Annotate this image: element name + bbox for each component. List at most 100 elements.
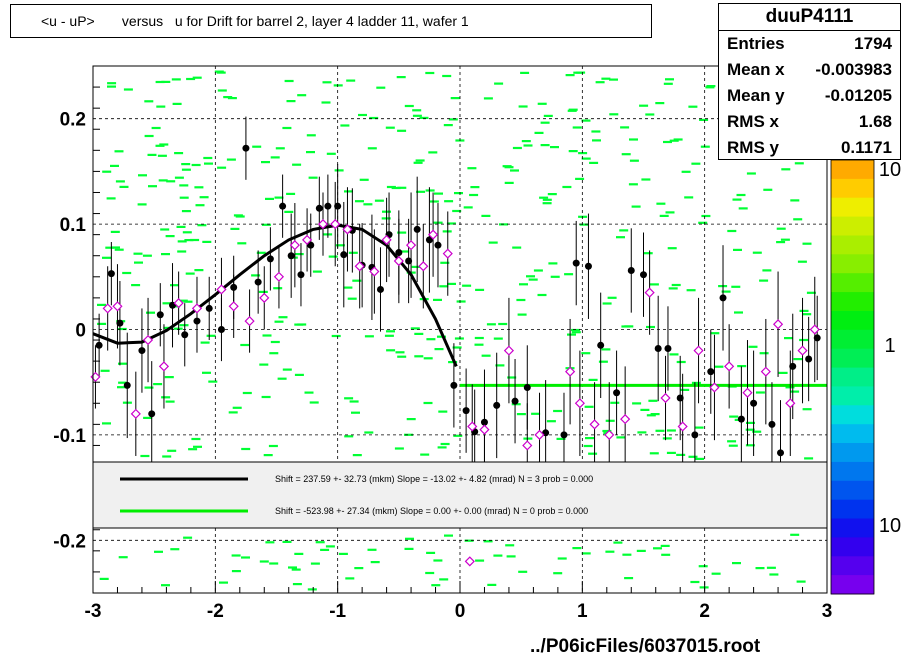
bin-cell — [450, 97, 460, 100]
legend-text-2: Shift = -523.98 +- 27.34 (mkm) Slope = 0… — [275, 506, 588, 516]
palette-cell — [831, 348, 874, 369]
bin-cell — [114, 248, 124, 251]
bin-cell — [643, 252, 653, 255]
palette-cell — [831, 160, 874, 180]
bin-cell — [259, 363, 269, 366]
plot-frame — [92, 65, 828, 594]
bin-cell — [738, 207, 748, 210]
bin-cell — [269, 352, 279, 355]
data-point-open — [289, 240, 300, 251]
data-point-open — [369, 266, 380, 277]
bin-cell — [546, 420, 556, 423]
bin-cell — [294, 323, 304, 326]
bin-cell — [488, 241, 498, 244]
bin-cell — [676, 453, 686, 456]
bin-cell — [117, 386, 126, 389]
bin-cell — [231, 570, 241, 573]
bin-cell — [261, 223, 271, 226]
bin-cell — [660, 544, 670, 547]
palette-cell — [831, 178, 874, 199]
bin-cell — [578, 152, 588, 155]
bin-cell — [533, 269, 543, 272]
bin-cell — [796, 580, 806, 583]
data-point-open — [418, 261, 429, 272]
bin-cell — [144, 134, 154, 138]
bin-cell — [195, 204, 205, 207]
bin-cell — [641, 178, 651, 181]
bin-cell — [475, 288, 485, 291]
data-point-filled — [707, 368, 715, 376]
data-point-open — [342, 224, 353, 235]
bin-cell — [649, 283, 659, 286]
bin-cell — [416, 190, 426, 193]
bin-cell — [288, 566, 297, 569]
bin-cell — [542, 202, 552, 205]
bin-cell — [629, 159, 639, 162]
bin-cell — [802, 313, 812, 316]
bin-cell — [155, 144, 165, 147]
data-point-filled — [450, 381, 458, 389]
bin-cell — [512, 146, 522, 150]
bin-cell — [156, 105, 166, 108]
bin-cell — [284, 79, 294, 83]
bin-cell — [663, 82, 673, 85]
bin-cell — [483, 97, 493, 100]
data-point-open — [760, 366, 771, 377]
bin-cell — [631, 205, 641, 208]
palette-cell — [831, 518, 874, 538]
bin-cell — [802, 408, 812, 411]
bin-cell — [226, 158, 236, 161]
palette-cell — [831, 329, 874, 350]
bin-cell — [583, 444, 593, 448]
bin-cell — [140, 454, 150, 458]
bin-cell — [474, 336, 484, 340]
data-point-filled — [627, 266, 635, 274]
bin-cell — [447, 282, 456, 285]
bin-cell — [269, 562, 279, 565]
bin-cell — [335, 244, 345, 247]
data-point-open — [785, 398, 796, 409]
bin-cell — [669, 353, 679, 356]
bin-cell — [711, 572, 721, 575]
bin-cell — [653, 547, 662, 550]
data-point-filled — [116, 319, 124, 327]
data-point-filled — [654, 344, 662, 352]
data-point-filled — [434, 241, 442, 249]
bin-cell — [667, 247, 677, 250]
bin-cell — [475, 559, 485, 562]
bin-cell — [778, 371, 788, 374]
bin-cell — [122, 271, 132, 275]
bin-cell — [282, 368, 292, 371]
bin-cell — [106, 197, 116, 200]
data-point-open — [102, 303, 113, 314]
data-point-filled — [805, 355, 813, 363]
bin-cell — [404, 104, 414, 108]
bin-cell — [759, 279, 769, 282]
bin-cell — [143, 416, 153, 419]
bin-cell — [256, 251, 266, 254]
palette-cell — [831, 254, 874, 274]
palette-label: 10 — [879, 159, 901, 181]
bin-cell — [155, 80, 165, 84]
bin-cell — [376, 86, 386, 89]
bin-cell — [428, 151, 438, 154]
bin-cell — [609, 113, 619, 116]
bin-cell — [178, 299, 188, 302]
data-point-open — [442, 248, 453, 259]
data-point-filled — [405, 257, 413, 265]
bin-cell — [270, 340, 280, 344]
bin-cell — [646, 414, 656, 417]
bin-cell — [483, 540, 493, 543]
data-point-filled — [254, 278, 262, 286]
bin-cell — [439, 578, 449, 581]
bin-cell — [294, 373, 304, 376]
bin-cell — [699, 586, 709, 589]
bin-cell — [190, 238, 200, 242]
bin-cell — [144, 386, 154, 389]
bin-cell — [444, 200, 454, 203]
bin-cell — [619, 229, 629, 232]
bin-cell — [233, 214, 243, 217]
bin-cell — [297, 94, 307, 97]
bin-cell — [699, 118, 709, 121]
bin-cell — [352, 454, 362, 457]
